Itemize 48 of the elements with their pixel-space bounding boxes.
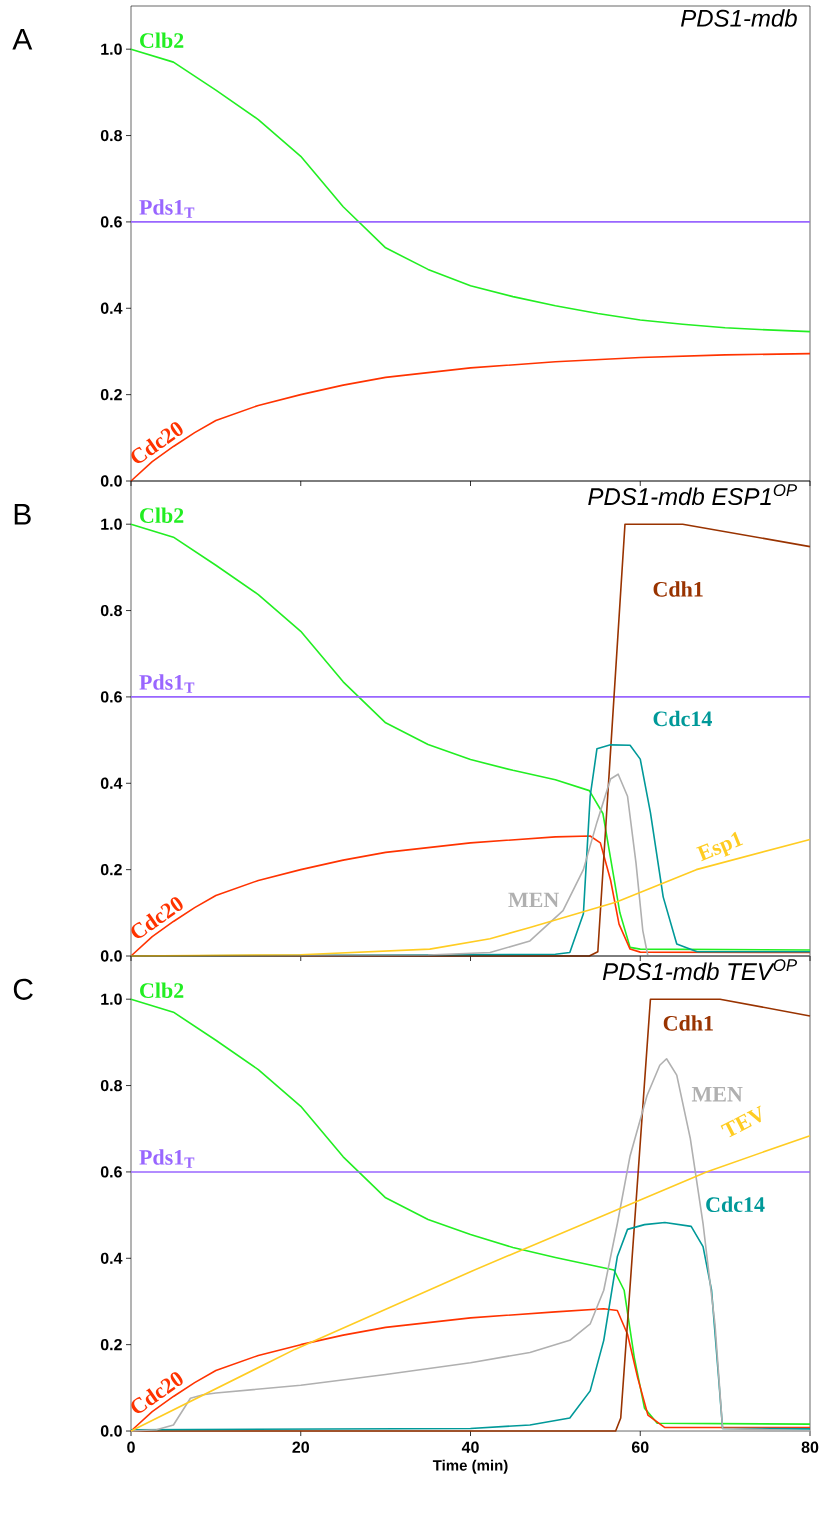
y-tick-label: 0.8 — [100, 129, 122, 142]
text: TEV — [720, 1105, 761, 1138]
line-series — [130, 352, 811, 482]
line-series — [130, 48, 811, 333]
y-tick-label: 0.4 — [100, 777, 123, 789]
x-axis-title: Time (min) — [432, 1459, 508, 1474]
x-tick-label: 0 — [127, 1441, 135, 1453]
series-label: Pds1$_{T}$ — [139, 674, 195, 693]
series-label: Cdc14 — [653, 710, 712, 727]
y-tick-label: 0.0 — [100, 1425, 122, 1437]
y-tick-label: 1.0 — [101, 993, 122, 1005]
x-tick-label: 60 — [631, 1441, 649, 1453]
x-tick-label: 80 — [801, 1441, 819, 1453]
y-tick-label: 0.8 — [100, 1079, 122, 1092]
y-tick-label: 1.0 — [101, 43, 122, 55]
series-label: Pds1$_{T}$ — [139, 199, 195, 218]
y-tick-label: 0.6 — [100, 216, 122, 228]
y-tick-label: 0.0 — [100, 475, 122, 487]
series-label: MEN — [691, 1086, 743, 1102]
line-series — [130, 1308, 811, 1432]
series-label: MEN — [508, 892, 559, 908]
y-tick-label: 1.0 — [101, 518, 122, 530]
series-label: Cdh1 — [653, 581, 703, 597]
y-tick-label: 0.2 — [100, 863, 122, 876]
y-tick-label: 0.4 — [100, 302, 123, 314]
text: B — [14, 503, 31, 525]
series-label: Pds1$_{T}$ — [139, 1149, 195, 1168]
text: Esp1 — [696, 831, 744, 862]
series-label: Clb2 — [140, 32, 184, 48]
y-tick-label: 0.4 — [100, 1252, 123, 1264]
series-label: Cdc14 — [706, 1196, 765, 1213]
line-series — [130, 1221, 811, 1431]
y-tick-label: 0.2 — [100, 1338, 122, 1351]
y-tick-label: 0.2 — [100, 388, 122, 401]
chart-title: PDS1-mdb TEV$^{OP}$ — [602, 959, 798, 981]
text: A — [12, 28, 33, 50]
series-label: Clb2 — [140, 507, 184, 523]
y-tick-label: 0.0 — [100, 950, 122, 962]
x-tick-label: 20 — [292, 1441, 309, 1453]
series-label: Clb2 — [140, 982, 184, 998]
y-tick-label: 0.6 — [100, 1166, 122, 1178]
chart-title: PDS1-mdb ESP1$^{OP}$ — [588, 484, 798, 506]
y-tick-label: 0.6 — [100, 691, 122, 703]
chart-title: PDS1-mdb — [680, 9, 797, 27]
y-tick-label: 0.8 — [100, 604, 122, 617]
series-label: Cdh1 — [663, 1015, 713, 1031]
x-tick-label: 40 — [461, 1441, 479, 1453]
text: C — [13, 978, 33, 1000]
